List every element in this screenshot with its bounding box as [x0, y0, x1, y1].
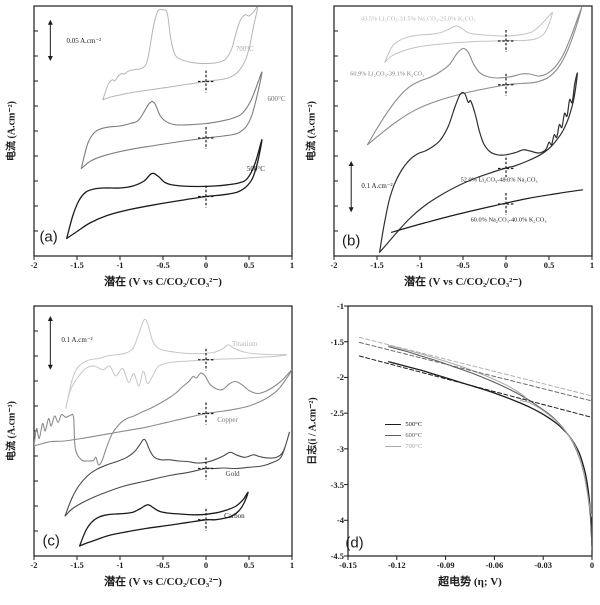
x-axis-label-c: 潜在 (V vs C/CO₂/CO₃²⁻): [104, 576, 222, 588]
panel-letter-a: (a): [39, 228, 58, 246]
plot-svg-b: [333, 5, 593, 260]
panel-b: -2 -1.5 -1 -0.5 0 0.5 1 43.5% Li₂CO₃-31.5% Na₂C…: [300, 0, 600, 300]
panel-letter-c: (c): [42, 532, 60, 550]
x-axis-label-d: 超电势 (η; V): [438, 576, 502, 588]
panel-letter-d: (d): [345, 534, 364, 552]
panel-c: -2 -1.5 -1 -0.5 0 0.5 1 0.1 A.cm⁻² Titanium Coppe…: [0, 300, 300, 605]
x-axis-label-a: 潜在 (V vs C/CO₂/CO₃²⁻): [104, 276, 222, 288]
panel-letter-b: (b): [342, 232, 361, 250]
plot-svg-a: [33, 5, 293, 260]
panel-a: -2 -1.5 -1 -0.5 0 0.5 1 0.05 A.cm⁻² 700°C 600°C 50…: [0, 0, 300, 300]
plot-svg-d: [344, 305, 593, 560]
y-axis-label-d: 日志(i / A.cm⁻²): [307, 397, 319, 465]
y-axis-label-c: 电流 (A.cm⁻³): [6, 401, 18, 461]
y-axis-label-b: 电流 (A.cm⁻²): [306, 101, 318, 161]
plot-svg-c: [33, 305, 293, 560]
y-axis-label-a: 电流 (A.cm⁻²): [6, 101, 18, 161]
panel-d: -0.15 -0.12 -0.09 -0.06 -0.03 0 -1 -1.5 -2 -2.5 -3…: [300, 300, 600, 605]
x-axis-label-b: 潜在 (V vs C/CO₂/CO₃²⁻): [404, 276, 522, 288]
